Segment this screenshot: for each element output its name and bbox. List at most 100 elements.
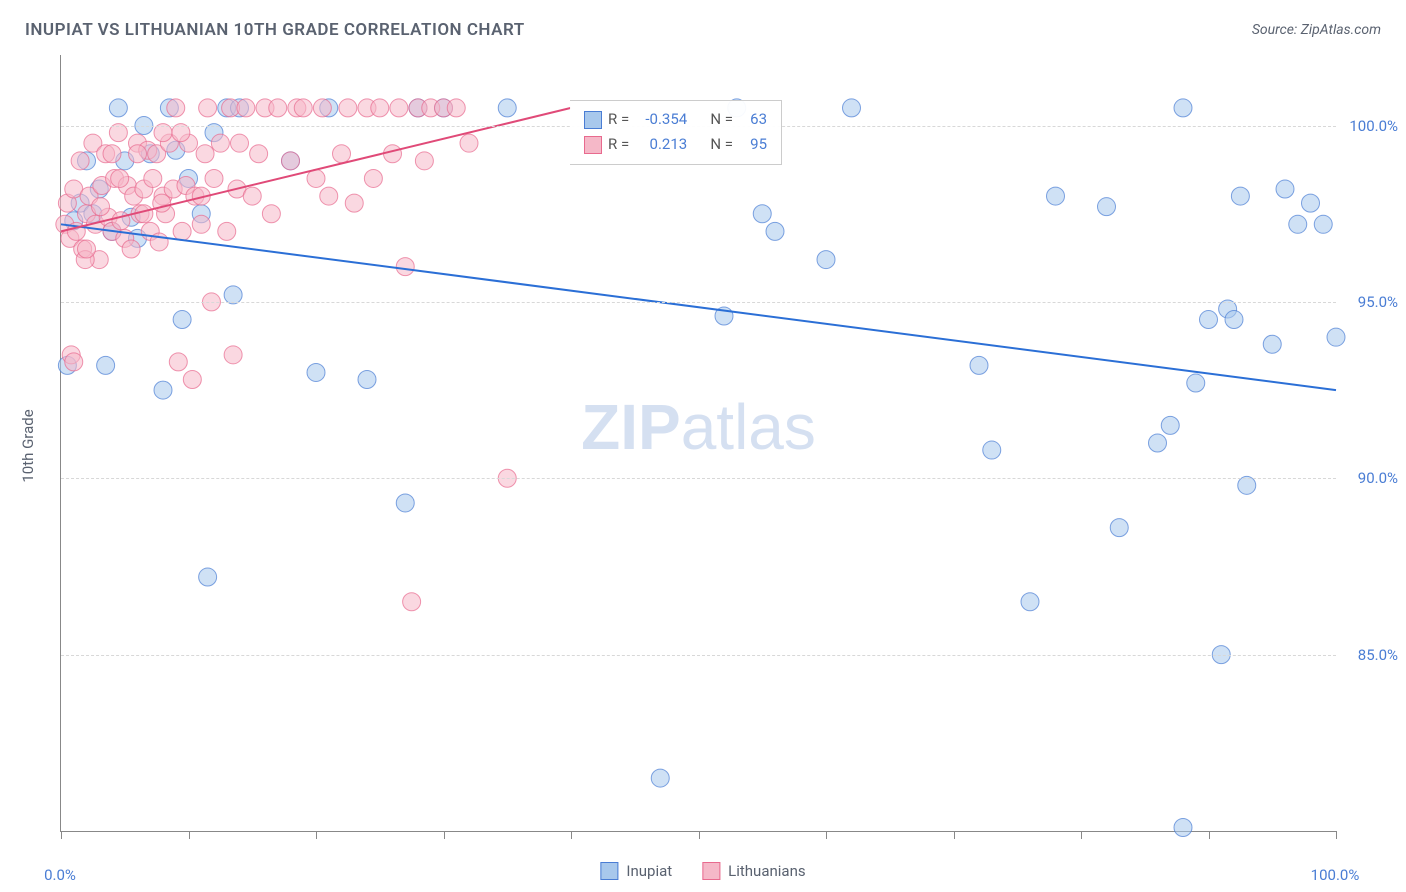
data-point — [243, 187, 261, 205]
data-point — [651, 769, 669, 787]
bottom-legend: Inupiat Lithuanians — [600, 862, 805, 880]
y-tick-label: 85.0% — [1358, 646, 1398, 664]
legend-item-lithuanians: Lithuanians — [702, 862, 805, 880]
data-point — [169, 353, 187, 371]
data-point — [396, 258, 414, 276]
data-point — [307, 363, 325, 381]
data-point — [396, 494, 414, 512]
data-point — [71, 152, 89, 170]
data-point — [269, 99, 287, 117]
data-point — [498, 99, 516, 117]
swatch-lithuanians — [702, 862, 720, 880]
data-point — [1110, 519, 1128, 537]
data-point — [294, 99, 312, 117]
data-point — [196, 145, 214, 163]
y-tick-label: 95.0% — [1358, 293, 1398, 311]
data-point — [460, 134, 478, 152]
data-point — [205, 169, 223, 187]
data-point — [415, 152, 433, 170]
data-point — [167, 99, 185, 117]
data-point — [199, 568, 217, 586]
data-point — [65, 353, 83, 371]
data-point — [1174, 99, 1192, 117]
data-point — [183, 371, 201, 389]
data-point — [173, 311, 191, 329]
x-axis-min-label: 0.0% — [44, 866, 76, 884]
data-point — [313, 99, 331, 117]
data-point — [817, 251, 835, 269]
data-point — [970, 356, 988, 374]
stats-legend-box: R =-0.354 N =63 R =0.213 N =95 — [570, 100, 782, 165]
data-point — [103, 145, 121, 163]
data-point — [92, 198, 110, 216]
data-point — [129, 145, 147, 163]
data-point — [250, 145, 268, 163]
legend-label-lithuanians: Lithuanians — [728, 862, 805, 880]
data-point — [1098, 198, 1116, 216]
swatch-icon — [584, 136, 602, 154]
data-point — [447, 99, 465, 117]
data-point — [78, 240, 96, 258]
source-label: Source: ZipAtlas.com — [1252, 22, 1381, 38]
data-point — [262, 205, 280, 223]
data-point — [97, 356, 115, 374]
data-point — [320, 187, 338, 205]
scatter-svg — [61, 55, 1336, 831]
y-tick-label: 90.0% — [1358, 469, 1398, 487]
data-point — [1231, 187, 1249, 205]
data-point — [1263, 335, 1281, 353]
data-point — [237, 99, 255, 117]
data-point — [983, 441, 1001, 459]
data-point — [154, 381, 172, 399]
data-point — [403, 593, 421, 611]
data-point — [364, 169, 382, 187]
chart-title: INUPIAT VS LITHUANIAN 10TH GRADE CORRELA… — [25, 20, 525, 40]
data-point — [218, 222, 236, 240]
data-point — [1187, 374, 1205, 392]
data-point — [1276, 180, 1294, 198]
data-point — [384, 145, 402, 163]
swatch-inupiat — [600, 862, 618, 880]
stats-legend-row: R =-0.354 N =63 — [584, 107, 767, 133]
data-point — [192, 215, 210, 233]
data-point — [282, 152, 300, 170]
data-point — [358, 371, 376, 389]
swatch-icon — [584, 111, 602, 129]
y-tick-label: 100.0% — [1349, 117, 1398, 135]
data-point — [173, 222, 191, 240]
data-point — [333, 145, 351, 163]
y-axis-label: 10th Grade — [19, 409, 37, 482]
data-point — [345, 194, 363, 212]
data-point — [111, 169, 129, 187]
data-point — [109, 99, 127, 117]
data-point — [1200, 311, 1218, 329]
data-point — [224, 346, 242, 364]
data-point — [339, 99, 357, 117]
chart-header: INUPIAT VS LITHUANIAN 10TH GRADE CORRELA… — [25, 20, 1381, 40]
data-point — [1047, 187, 1065, 205]
chart-plot-area: ZIPatlas — [60, 55, 1336, 832]
data-point — [231, 134, 249, 152]
data-point — [371, 99, 389, 117]
data-point — [753, 205, 771, 223]
stats-legend-row: R =0.213 N =95 — [584, 132, 767, 158]
data-point — [766, 222, 784, 240]
data-point — [1174, 818, 1192, 836]
trend-line — [61, 224, 1336, 390]
legend-item-inupiat: Inupiat — [600, 862, 672, 880]
data-point — [1327, 328, 1345, 346]
data-point — [199, 99, 217, 117]
data-point — [1314, 215, 1332, 233]
x-axis-max-label: 100.0% — [1311, 866, 1360, 884]
data-point — [1149, 434, 1167, 452]
data-point — [211, 134, 229, 152]
legend-label-inupiat: Inupiat — [626, 862, 672, 880]
data-point — [390, 99, 408, 117]
data-point — [1021, 593, 1039, 611]
data-point — [1225, 311, 1243, 329]
data-point — [1302, 194, 1320, 212]
data-point — [144, 169, 162, 187]
data-point — [1289, 215, 1307, 233]
data-point — [122, 240, 140, 258]
data-point — [843, 99, 861, 117]
